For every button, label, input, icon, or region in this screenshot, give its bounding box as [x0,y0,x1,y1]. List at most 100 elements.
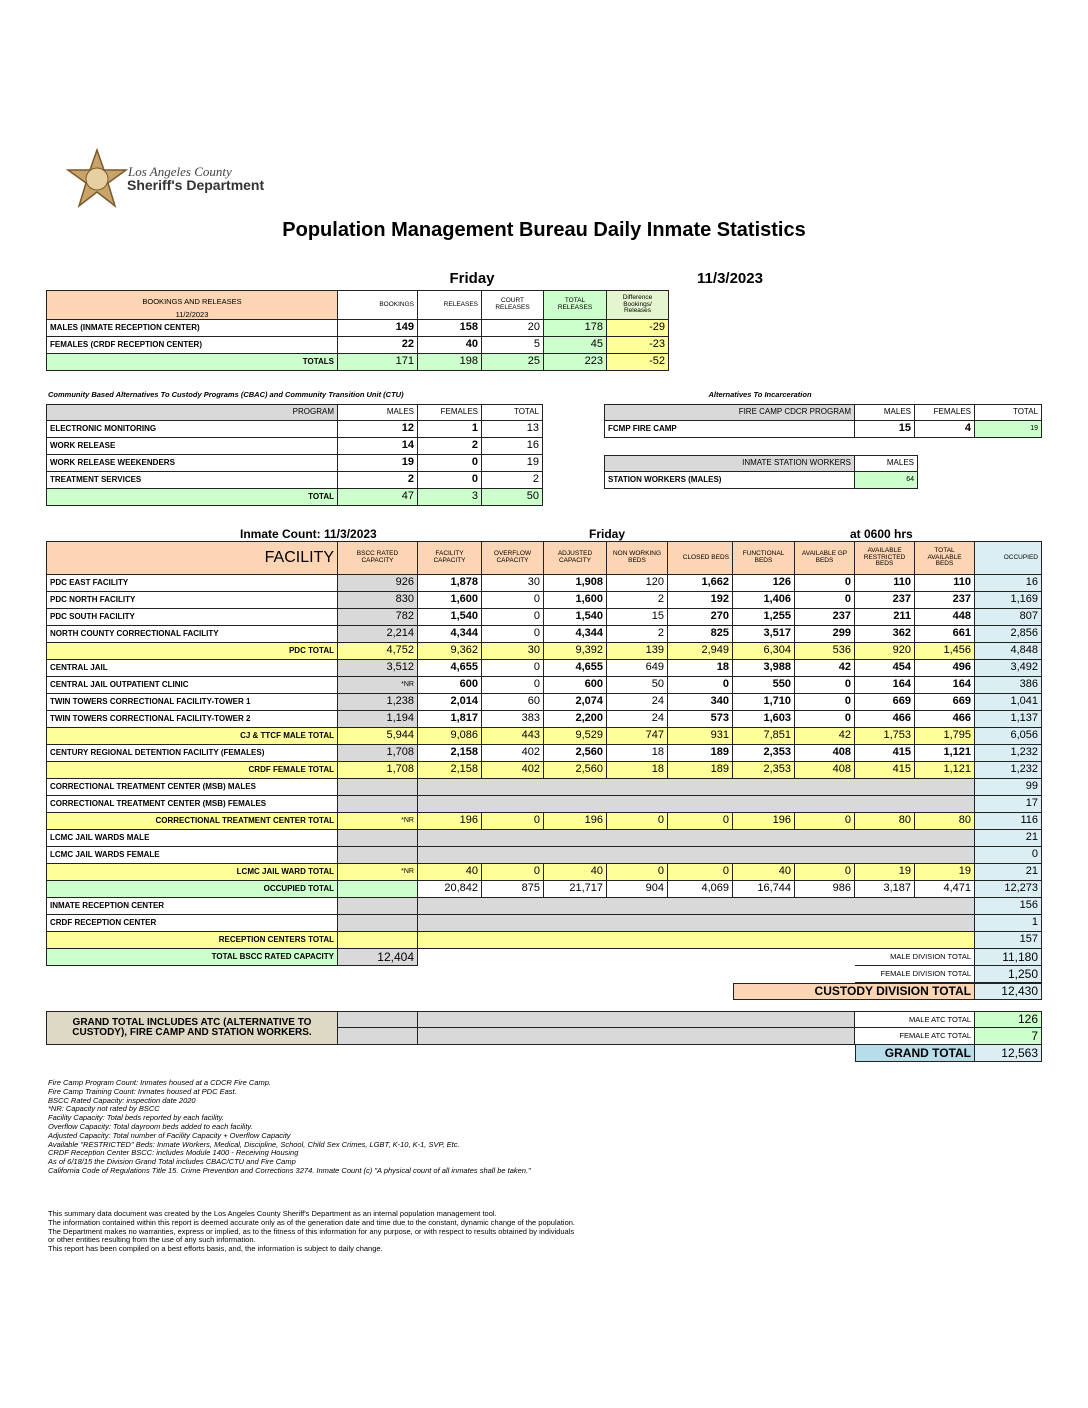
value: 0 [795,864,855,881]
row-label: TREATMENT SERVICES [46,472,338,489]
value: 2,856 [975,626,1042,643]
value: -23 [607,337,669,354]
value: 237 [915,592,975,609]
value [338,847,418,864]
value: 24 [607,694,668,711]
value: 189 [668,762,733,779]
value: 196 [733,813,795,830]
row-label: CENTRAL JAIL [46,660,338,677]
row-label: CUSTODY DIVISION TOTAL [733,983,975,1000]
col-header: FUNCTIONAL BEDS [733,541,795,575]
bookings-col-header: COURT RELEASES [482,290,544,320]
value: 1,708 [338,745,418,762]
value: 19 [915,864,975,881]
value: 1,878 [418,575,482,592]
value: 2,949 [668,643,733,660]
value: 649 [607,660,668,677]
value: 2 [418,438,482,455]
value: 4,344 [418,626,482,643]
blank [338,1028,418,1045]
value [338,796,418,813]
bookings-header: BOOKINGS AND RELEASES 11/2/2023 [46,290,338,320]
col-header: AVAILABLE GP BEDS [795,541,855,575]
value: 116 [975,813,1042,830]
value: 0 [418,455,482,472]
value: 2,158 [418,745,482,762]
value: 2,353 [733,745,795,762]
blank-cells [418,779,975,796]
value: 3 [418,489,482,506]
value: 19 [338,455,418,472]
value: 0 [482,626,544,643]
value: 30 [482,575,544,592]
value: 6,056 [975,728,1042,745]
value [338,932,418,949]
value: 0 [795,711,855,728]
value: 986 [795,881,855,898]
value: 196 [544,813,607,830]
row-label: RECEPTION CENTERS TOTAL [46,932,338,949]
disclaimer: or other entities resulting from the use… [48,1235,256,1245]
value: 126 [975,1011,1042,1028]
value: 340 [668,694,733,711]
value: 30 [482,643,544,660]
row-label: WORK RELEASE WEEKENDERS [46,455,338,472]
value: 466 [915,711,975,728]
col-header: FEMALES [915,404,975,421]
value: 11,180 [975,949,1042,966]
blank [338,1011,418,1028]
value: 1,121 [915,745,975,762]
row-label: TWIN TOWERS CORRECTIONAL FACILITY-TOWER … [46,694,338,711]
col-header: TOTAL [975,404,1042,421]
value: 9,362 [418,643,482,660]
row-label: CORRECTIONAL TREATMENT CENTER (MSB) MALE… [46,779,338,796]
value: 15 [607,609,668,626]
value: 362 [855,626,915,643]
value: 3,187 [855,881,915,898]
value: 13 [482,421,543,438]
value: 21,717 [544,881,607,898]
value: 4,655 [418,660,482,677]
count-time: at 0600 hrs [850,527,913,541]
value: 14 [338,438,418,455]
bookings-header-text: 11/2/2023 [175,310,209,320]
blank-cells [418,915,975,932]
col-header: TOTAL AVAILABLE BEDS [915,541,975,575]
value [338,830,418,847]
row-label: MALE DIVISION TOTAL [855,949,975,966]
row-label: TOTAL BSCC RATED CAPACITY [46,949,338,966]
value: 19 [482,455,543,472]
value: 178 [544,320,607,337]
logo-star [65,148,129,209]
value: 1,041 [975,694,1042,711]
row-label: LCMC JAIL WARD TOTAL [46,864,338,881]
bookings-col-header: BOOKINGS [338,290,418,320]
value: 5 [482,337,544,354]
value: 0 [795,813,855,830]
value: 50 [482,489,543,506]
col-header: INMATE STATION WORKERS [604,455,855,472]
value: 110 [915,575,975,592]
value: 211 [855,609,915,626]
value: 0 [795,592,855,609]
col-header: MALES [855,455,918,472]
value: 1,708 [338,762,418,779]
value: 299 [795,626,855,643]
col-header: FIRE CAMP CDCR PROGRAM [604,404,855,421]
col-header: NON WORKING BEDS [607,541,668,575]
value [338,881,418,898]
note: CRDF Reception Center BSCC: includes Mod… [48,1148,299,1158]
bookings-col-header: TOTAL RELEASES [544,290,607,320]
value: 1,238 [338,694,418,711]
value: 2 [607,626,668,643]
day: Friday [449,270,495,287]
value: 1,600 [544,592,607,609]
value: 661 [915,626,975,643]
disclaimer: The information contained within this re… [48,1217,575,1227]
value: 1,540 [544,609,607,626]
col-header: MALES [338,404,418,421]
row-label: INMATE RECEPTION CENTER [46,898,338,915]
value: 4,471 [915,881,975,898]
row-label: TOTAL [46,489,338,506]
value: 237 [855,592,915,609]
